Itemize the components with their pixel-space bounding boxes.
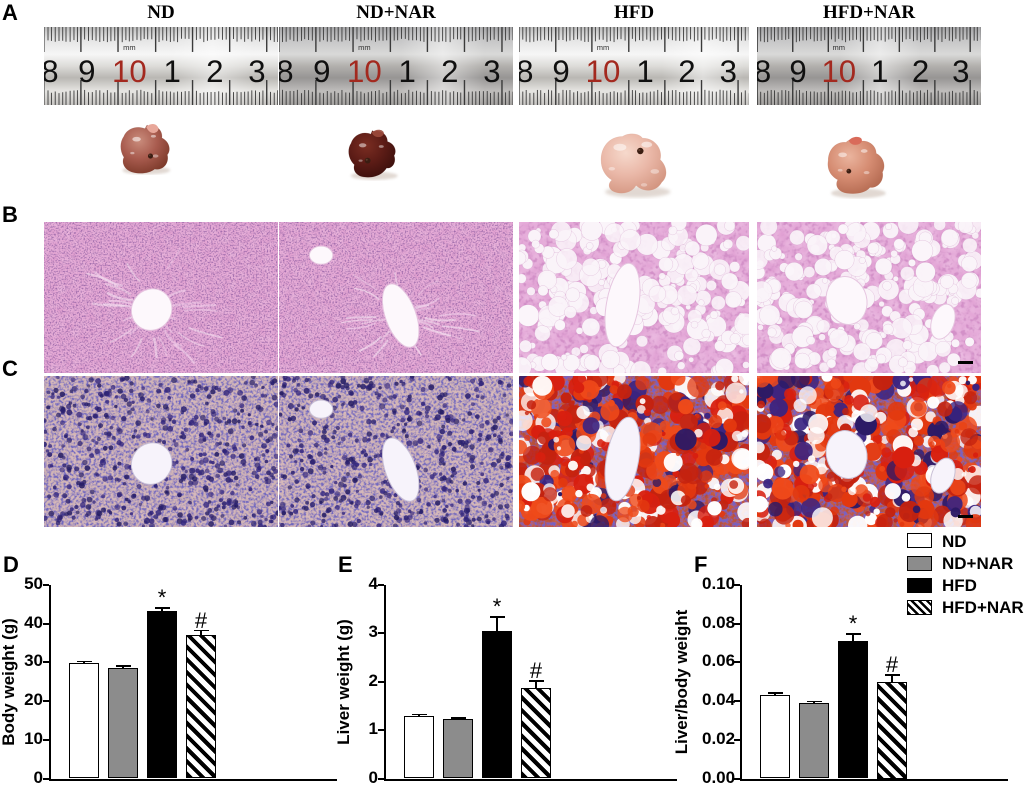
svg-text:8: 8 (44, 54, 59, 89)
svg-text:2: 2 (206, 54, 223, 89)
svg-text:mm: mm (123, 43, 135, 52)
svg-text:8: 8 (519, 54, 533, 89)
svg-text:3: 3 (952, 54, 969, 89)
svg-text:9: 9 (552, 54, 569, 89)
svg-text:mm: mm (597, 43, 610, 52)
svg-text:10: 10 (347, 54, 382, 89)
svg-text:10: 10 (112, 54, 147, 89)
svg-text:3: 3 (483, 54, 500, 89)
svg-text:3: 3 (248, 54, 265, 89)
svg-text:mm: mm (358, 43, 371, 52)
svg-text:10: 10 (586, 54, 621, 89)
svg-text:9: 9 (78, 54, 95, 89)
svg-text:9: 9 (313, 54, 330, 89)
svg-text:1: 1 (871, 54, 888, 89)
svg-text:1: 1 (636, 54, 653, 89)
svg-text:1: 1 (164, 54, 181, 89)
svg-text:9: 9 (789, 54, 806, 89)
svg-text:2: 2 (441, 54, 458, 89)
svg-text:1: 1 (399, 54, 416, 89)
svg-text:mm: mm (833, 43, 846, 52)
svg-text:10: 10 (821, 54, 856, 89)
svg-text:8: 8 (279, 54, 294, 89)
svg-text:2: 2 (678, 54, 695, 89)
svg-text:8: 8 (757, 54, 771, 89)
svg-text:3: 3 (720, 54, 737, 89)
svg-text:2: 2 (912, 54, 929, 89)
